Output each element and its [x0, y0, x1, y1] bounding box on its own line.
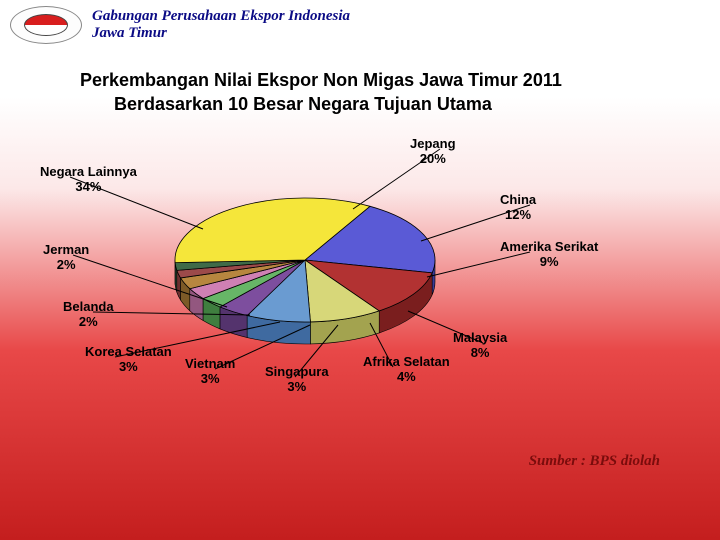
pie-label: Negara Lainnya34% — [40, 165, 137, 195]
org-logo — [10, 6, 82, 44]
pie-label: China12% — [500, 193, 536, 223]
pie-svg — [95, 165, 625, 425]
header: Gabungan Perusahaan Ekspor Indonesia Jaw… — [0, 0, 720, 50]
pie-label: Afrika Selatan4% — [363, 355, 450, 385]
logo-emblem — [24, 14, 68, 36]
pie-label: Jerman2% — [43, 243, 89, 273]
pie-label: Singapura3% — [265, 365, 329, 395]
pie-label: Malaysia8% — [453, 331, 507, 361]
title-line2: Berdasarkan 10 Besar Negara Tujuan Utama — [80, 92, 720, 116]
org-name: Gabungan Perusahaan Ekspor Indonesia Jaw… — [92, 8, 350, 43]
page-title: Perkembangan Nilai Ekspor Non Migas Jawa… — [80, 68, 720, 117]
pie-label: Amerika Serikat9% — [500, 240, 598, 270]
org-line1: Gabungan Perusahaan Ekspor Indonesia — [92, 8, 350, 25]
pie-label: Korea Selatan3% — [85, 345, 172, 375]
pie-label: Jepang20% — [410, 137, 456, 167]
title-line1: Perkembangan Nilai Ekspor Non Migas Jawa… — [80, 68, 720, 92]
pie-chart: Jepang20%China12%Amerika Serikat9%Malays… — [95, 165, 625, 425]
pie-label: Belanda2% — [63, 300, 114, 330]
slide: Gabungan Perusahaan Ekspor Indonesia Jaw… — [0, 0, 720, 540]
pie-label: Vietnam3% — [185, 357, 235, 387]
source-note: Sumber : BPS diolah — [529, 453, 660, 470]
org-line2: Jawa Timur — [92, 25, 350, 42]
